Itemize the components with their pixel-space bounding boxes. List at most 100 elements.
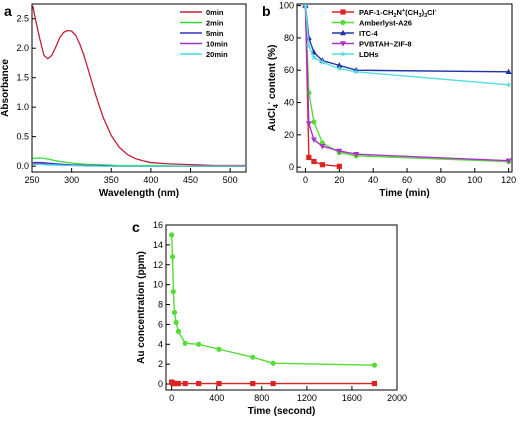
data-point-0-1: [306, 154, 312, 161]
legend-part-mid3: ): [422, 8, 425, 17]
legend-part-mid2: (CH: [405, 8, 418, 17]
legend-label-0: 0min: [206, 8, 224, 17]
data-point-1-2: [311, 119, 317, 125]
y-tick-label: 40: [284, 98, 294, 108]
y-tick-label: 10: [153, 280, 163, 290]
data-point-3-5: [353, 152, 360, 158]
legend-label-1: 2min: [206, 19, 224, 28]
data-point-3-4: [336, 148, 343, 155]
x-tick-label: 80: [436, 175, 446, 185]
plot-frame: [165, 224, 398, 391]
y-axis-title: Au concentration (ppm): [136, 251, 147, 364]
legend-label-4: 20min: [206, 50, 228, 59]
x-tick-label: 450: [183, 175, 198, 185]
y-tick-label: 20: [284, 130, 294, 140]
data-point-1-5: [175, 380, 181, 387]
legend-label-1: Amberlyst-A26: [359, 19, 412, 28]
legend-label-0: PAF-1-CH2N+(CH3)3Cl-: [359, 8, 437, 19]
legend-part-mid4: Cl: [427, 8, 435, 17]
legend-label-4: LDHs: [359, 50, 379, 59]
data-point-0-9: [250, 354, 256, 360]
legend-marker-4: [339, 50, 347, 57]
y-tick-label: 8: [158, 300, 163, 310]
data-point-1-9: [250, 380, 256, 387]
x-tick-label: 0: [303, 175, 308, 185]
data-point-3-2: [310, 137, 317, 143]
data-point-0-0: [169, 232, 175, 238]
x-tick-label: 0: [169, 393, 174, 403]
plot-area: [32, 5, 246, 167]
panel-c: c 0 400 800 1200 1600 2000 0 2 4 6 8 10 12 14 16 Time (s…: [132, 219, 407, 417]
y-tick-label: 1.0: [16, 102, 29, 112]
panel-letter: b: [262, 3, 271, 19]
series-line-0: [32, 5, 246, 167]
data-point-4-1: [305, 42, 313, 49]
data-point-4-5: [352, 68, 360, 75]
legend-label-2: ITC-4: [359, 29, 379, 38]
data-point-0-6: [182, 340, 188, 346]
data-point-0-2: [170, 288, 176, 295]
data-point-4-6: [505, 81, 512, 88]
data-point-1-10: [270, 380, 276, 387]
data-point-2-6: [505, 68, 512, 75]
y-tick-label: 2: [158, 359, 163, 369]
series-line-0: [170, 234, 375, 366]
x-tick-label: 400: [209, 393, 224, 403]
x-tick-label: 1600: [342, 393, 362, 403]
x-tick-label: 500: [223, 175, 238, 185]
series-line-3: [304, 5, 509, 162]
data-point-0-11: [371, 362, 378, 368]
legend-marker-0: [340, 9, 346, 15]
data-point-1-6: [182, 380, 188, 387]
data-point-0-8: [216, 346, 222, 352]
data-point-3-3: [319, 143, 326, 150]
legend-part-sup1: +: [402, 8, 405, 14]
data-point-0-5: [175, 328, 181, 334]
x-tick-label: 300: [64, 175, 79, 185]
y-axis-title-sup: -: [266, 101, 273, 104]
x-tick-label: 1200: [297, 393, 317, 403]
legend-label-3: 10min: [206, 40, 228, 49]
y-tick-label: 80: [284, 33, 294, 43]
panel-letter: c: [132, 219, 140, 235]
legend-part-sub2: 3: [419, 13, 422, 19]
legend-part-pre: PAF-1-CH: [359, 8, 393, 17]
y-axis-title: Absorbance: [0, 59, 11, 117]
data-point-1-8: [216, 380, 222, 387]
data-point-4-3: [318, 58, 326, 66]
x-tick-label: 800: [254, 393, 269, 403]
x-tick-label: 120: [501, 175, 516, 185]
data-point-3-1: [305, 121, 312, 127]
data-point-4-2: [310, 53, 318, 61]
data-point-1-1: [306, 90, 312, 96]
y-tick-label: 100: [279, 1, 294, 11]
legend-label-2: 5min: [206, 29, 224, 38]
plot-frame: [31, 3, 247, 173]
plot-area: [169, 232, 378, 387]
legend-part-sub3: 3: [424, 13, 427, 19]
x-axis-title: Time (min): [379, 188, 429, 199]
data-point-0-7: [196, 341, 202, 347]
y-tick-label: 6: [158, 319, 163, 329]
data-point-2-1: [305, 34, 312, 41]
y-tick-label: 2.0: [16, 43, 29, 53]
y-tick-label: 2.5: [16, 14, 29, 24]
legend-marker-2: [340, 29, 346, 36]
y-tick-label: 0: [289, 162, 294, 172]
series-line-4: [32, 163, 246, 167]
y-tick-label: 4: [158, 339, 163, 349]
legend-label-3: PVBTAH~ZIF-8: [359, 40, 412, 49]
series-line-1: [304, 5, 509, 163]
y-tick-label: 0: [158, 379, 163, 389]
data-point-3-6: [505, 158, 512, 164]
legend-marker-1: [340, 19, 346, 26]
y-tick-label: 0.5: [16, 132, 29, 142]
y-axis-title: AuCl4- content (%): [266, 45, 280, 132]
x-tick-label: 250: [24, 175, 39, 185]
x-tick-label: 100: [467, 175, 482, 185]
legend-marker-3: [340, 41, 346, 47]
data-point-0-3: [171, 309, 178, 316]
x-tick-label: 40: [368, 175, 378, 185]
y-axis-title-rest: content (%): [267, 45, 278, 102]
